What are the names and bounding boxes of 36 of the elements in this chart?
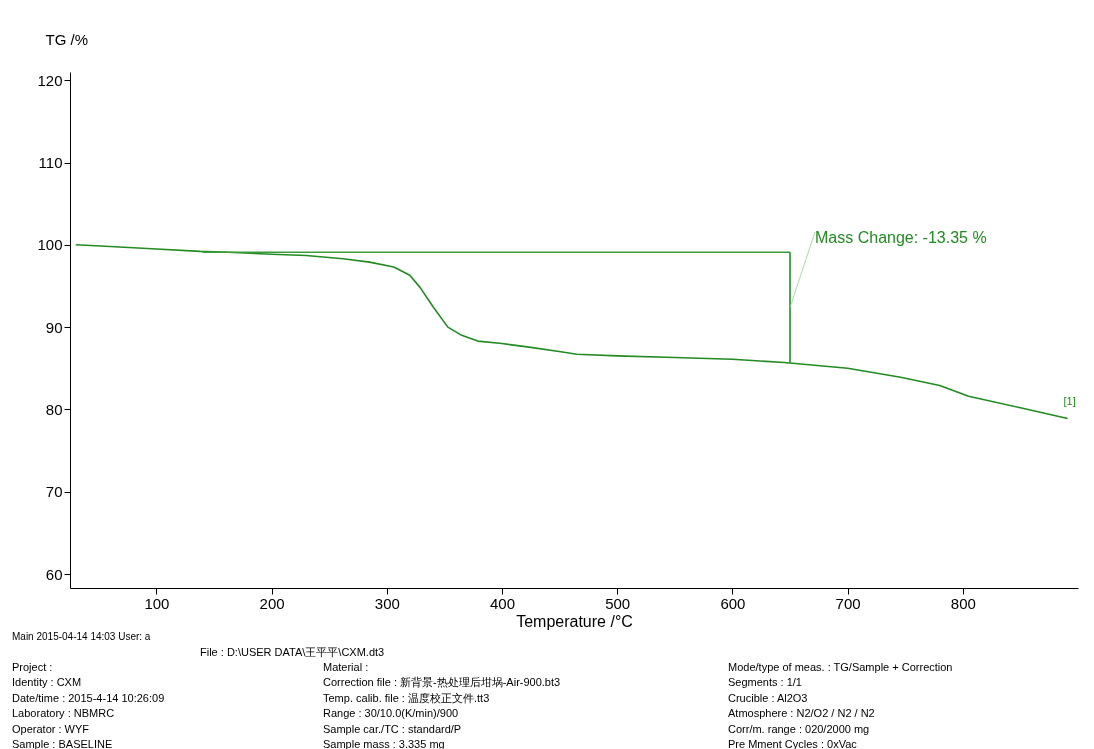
x-tick-label: 200 [259,594,285,612]
x-tick-label: 600 [720,594,746,612]
text: Atmosphere : N2/O2 / N2 / N2 [728,707,875,720]
text: Mode/type of meas. : TG/Sample + Correction [728,661,953,673]
text: Laboratory : NBMRC [12,707,115,720]
x-tick-label: 500 [605,594,631,612]
x-axis-title: Temperature /°C [516,612,633,630]
text: Corr/m. range : 020/2000 mg [728,722,870,735]
y-tick-label: 60 [45,565,63,583]
text: Date/time : 2015-4-14 10:26:09 [12,691,165,704]
annotation: [1] [1063,395,1076,408]
y-tick-label: 100 [37,236,63,254]
y-tick-label: 90 [45,318,63,336]
text: Crucible : Al2O3 [728,691,808,704]
x-tick-label: 800 [950,594,976,612]
annotation: Mass Change: -13.35 % [815,229,987,246]
text: Project : [12,661,53,673]
text: Correction file : 新背景-热处理后坩埚-Air-900.bt3 [323,676,561,689]
x-tick-label: 700 [835,594,861,612]
y-tick-label: 80 [45,400,63,418]
text: Main 2015-04-14 14:03 User: a [12,631,151,642]
x-tick-label: 400 [489,594,516,612]
text: Operator : WYF [12,722,90,735]
y-axis-title: TG /% [45,30,89,48]
text: Material : [323,661,369,673]
y-tick-label: 110 [38,154,63,172]
x-tick-label: 300 [374,594,400,612]
y-tick-label: 70 [45,483,63,501]
x-tick-label: 100 [144,594,170,612]
text: Sample car./TC : standard/P [323,722,462,735]
text: Identity : CXM [12,676,82,689]
y-tick-label: 120 [37,71,63,89]
text: Range : 30/10.0(K/min)/900 [323,707,459,720]
text: Temp. calib. file : 温度校正文件.tt3 [323,691,490,704]
text: File : D:\USER DATA\王平平\CXM.dt3 [200,646,385,658]
text: Segments : 1/1 [728,676,802,689]
